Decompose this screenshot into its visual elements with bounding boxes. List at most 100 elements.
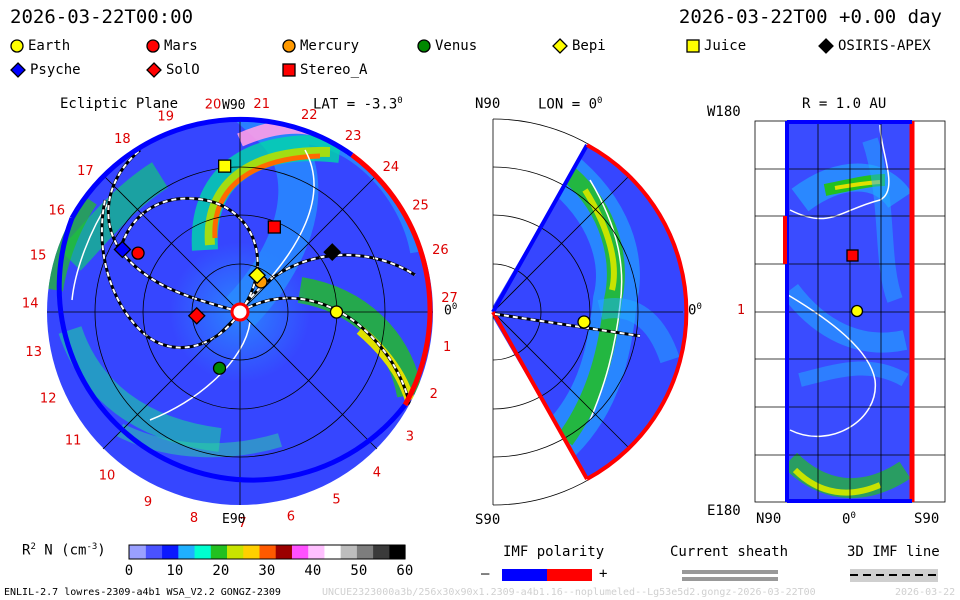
imf-polarity-title: IMF polarity bbox=[503, 544, 605, 560]
longitude-label: 27 bbox=[441, 291, 458, 306]
longitude-label: 9 bbox=[144, 495, 152, 510]
colorbar-tick-label: 0 bbox=[124, 563, 134, 579]
circle-marker-icon bbox=[10, 39, 24, 53]
meridional-density-field bbox=[543, 152, 680, 456]
imf-minus-label: – bbox=[481, 566, 490, 582]
colorbar-segment bbox=[356, 545, 374, 559]
meridional-top-label: N90 bbox=[475, 96, 501, 112]
legend-label: Venus bbox=[435, 38, 478, 54]
legend-item-mars: Mars bbox=[146, 38, 198, 54]
colorbar-label: R2 N (cm-3) bbox=[22, 542, 106, 559]
longitude-label: 1 bbox=[443, 340, 451, 355]
radial-stereo-a-marker bbox=[846, 249, 859, 262]
colorbar-segment bbox=[372, 545, 390, 559]
colorbar-segment bbox=[307, 545, 325, 559]
ecliptic-boundary-positive bbox=[350, 152, 433, 407]
ecliptic-right-label: 00 bbox=[444, 302, 458, 319]
longitude-label: 8 bbox=[190, 511, 198, 526]
colorbar-segment bbox=[161, 545, 179, 559]
longitude-label: 13 bbox=[25, 345, 42, 360]
header-right-time: 2026-03-22T00 +0.00 day bbox=[678, 6, 942, 28]
longitude-label: 16 bbox=[49, 203, 66, 218]
ecliptic-bottom-label: E90 bbox=[222, 512, 246, 527]
footer-model: ENLIL-2.7 lowres-2309-a4b1 WSA_V2.2 GONG… bbox=[4, 587, 281, 598]
longitude-label: 25 bbox=[412, 199, 429, 214]
longitude-label: 18 bbox=[114, 132, 131, 147]
radial-panel bbox=[754, 120, 946, 503]
footer-run-id: UNCUE2323000a3b/256x30x90x1.2309-a4b1.16… bbox=[322, 587, 816, 598]
longitude-label: 7 bbox=[238, 516, 246, 531]
longitude-label: 14 bbox=[22, 296, 39, 311]
circle-marker-icon bbox=[417, 39, 431, 53]
ecliptic-top-label: W90 bbox=[222, 98, 246, 113]
colorbar-tick-label: 20 bbox=[212, 563, 230, 579]
longitude-label: 26 bbox=[432, 243, 449, 258]
legend-item-mercury: Mercury bbox=[282, 38, 359, 54]
current-sheath-title: Current sheath bbox=[670, 544, 789, 560]
longitude-label: 17 bbox=[77, 164, 94, 179]
circle-marker-icon bbox=[282, 39, 296, 53]
legend-label: Stereo_A bbox=[300, 62, 368, 78]
diamond-marker-icon bbox=[10, 62, 26, 78]
meridional-panel bbox=[491, 118, 689, 506]
diamond-marker-icon bbox=[818, 38, 834, 54]
lat-label: LAT = -3.30 bbox=[313, 96, 403, 113]
legend-item-earth: Earth bbox=[10, 38, 70, 54]
marker-juice bbox=[218, 159, 232, 173]
legend-label: OSIRIS-APEX bbox=[838, 38, 931, 54]
radial-mid-left: 1 bbox=[737, 303, 745, 318]
longitude-label: 20 bbox=[205, 98, 222, 113]
colorbar-segment bbox=[275, 545, 292, 559]
longitude-label: 19 bbox=[157, 110, 174, 125]
longitude-label: 10 bbox=[99, 469, 116, 484]
marker-stereo-a bbox=[267, 220, 281, 234]
colorbar bbox=[128, 544, 406, 560]
longitude-label: 15 bbox=[30, 248, 47, 263]
meridional-earth-marker bbox=[577, 315, 591, 329]
circle-marker-icon bbox=[146, 39, 160, 53]
legend-label: Earth bbox=[28, 38, 71, 54]
meridional-bottom-label: S90 bbox=[475, 512, 501, 528]
imf-plus-label: + bbox=[599, 566, 608, 582]
marker-venus bbox=[212, 361, 227, 375]
marker-psyche bbox=[113, 240, 132, 259]
diamond-marker-icon bbox=[552, 38, 568, 54]
colorbar-tick-label: 10 bbox=[166, 563, 184, 579]
ecliptic-title: Ecliptic Plane bbox=[60, 96, 179, 112]
sun-marker bbox=[230, 302, 250, 322]
footer-date: 2026-03-22 bbox=[895, 587, 956, 598]
lon-label: LON = 00 bbox=[538, 96, 603, 113]
imf-polarity-bar bbox=[502, 569, 592, 581]
colorbar-segment bbox=[258, 545, 276, 559]
diamond-marker-icon bbox=[146, 62, 162, 78]
marker-mars bbox=[131, 246, 145, 260]
colorbar-tick-label: 60 bbox=[396, 563, 414, 579]
longitude-label: 24 bbox=[383, 160, 400, 175]
marker-osiris-apex bbox=[323, 243, 342, 262]
legend-item-osiris-apex: OSIRIS-APEX bbox=[818, 38, 931, 54]
longitude-label: 21 bbox=[253, 97, 270, 112]
radial-density-field bbox=[787, 124, 912, 499]
colorbar-segment bbox=[193, 545, 211, 559]
colorbar-segment bbox=[291, 545, 309, 559]
wedge-edge-north bbox=[491, 144, 589, 313]
header-left-time: 2026-03-22T00:00 bbox=[10, 6, 194, 28]
radial-earth-marker bbox=[850, 304, 864, 318]
legend-item-venus: Venus bbox=[417, 38, 477, 54]
longitude-label: 3 bbox=[406, 429, 414, 444]
colorbar-segment bbox=[226, 545, 244, 559]
longitude-label: 12 bbox=[40, 392, 57, 407]
wedge-boundary bbox=[586, 143, 689, 481]
colorbar-segment bbox=[129, 545, 146, 559]
square-marker-icon bbox=[686, 39, 700, 53]
ecliptic-boundary-negative bbox=[69, 116, 354, 220]
legend-label: Bepi bbox=[572, 38, 606, 54]
imf-line-title: 3D IMF line bbox=[847, 544, 940, 560]
meridional-imf-line bbox=[494, 313, 641, 337]
longitude-label: 6 bbox=[287, 510, 295, 525]
radial-bottom-left: E180 bbox=[707, 503, 741, 519]
longitude-label: 22 bbox=[301, 108, 318, 123]
radial-grid bbox=[754, 120, 946, 503]
